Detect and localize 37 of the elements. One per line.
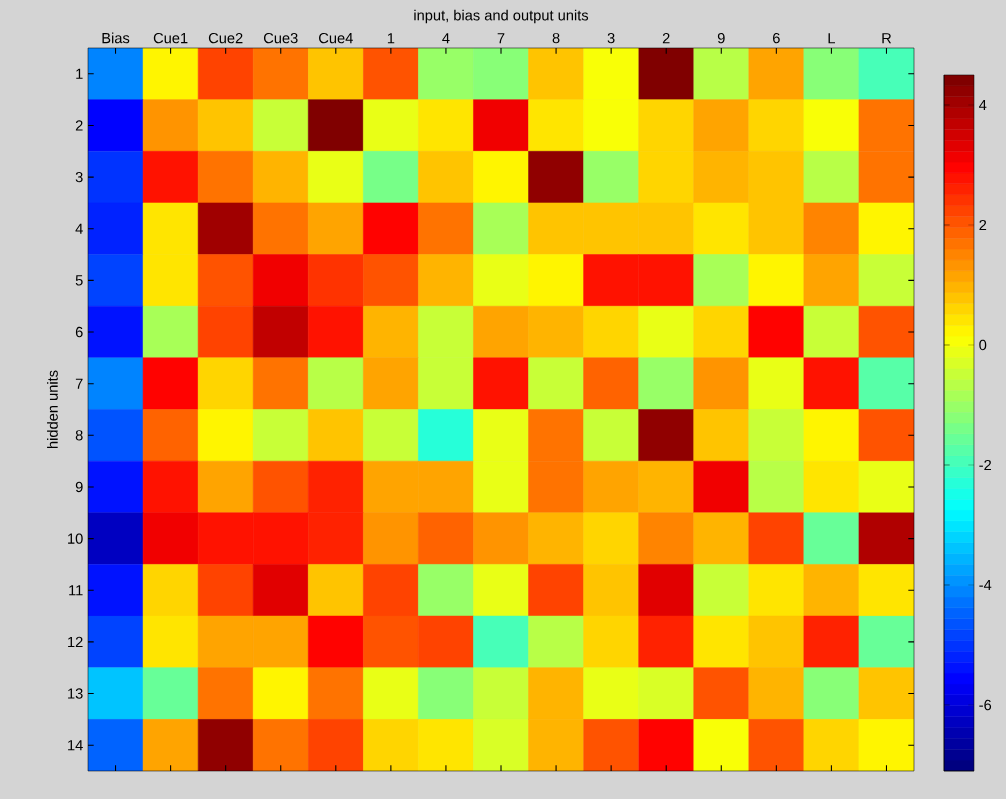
- x-tick-label: L: [828, 33, 835, 44]
- y-tick-label: 10: [68, 533, 83, 544]
- color-bar-label: 2: [979, 219, 987, 231]
- color-bar-label: 0: [979, 339, 987, 351]
- x-tick-label: Cue2: [208, 32, 243, 44]
- x-tick-label: Cue1: [153, 32, 188, 44]
- x-tick-label: 2: [662, 33, 670, 44]
- y-tick-label: 8: [75, 430, 83, 441]
- y-tick-label: 11: [69, 585, 83, 596]
- y-tick-label: 12: [68, 636, 83, 648]
- x-tick-label: Cue3: [263, 32, 298, 44]
- y-tick-label: 5: [75, 275, 83, 286]
- x-tick-label: 6: [773, 32, 780, 44]
- y-tick-label: 1: [76, 68, 83, 79]
- x-axis-title: input, bias and output units: [414, 9, 589, 24]
- x-tick-label: 7: [497, 33, 505, 44]
- y-tick-label: 7: [75, 378, 83, 389]
- y-tick-label: 14: [68, 740, 83, 751]
- color-bar-label: -6: [979, 699, 992, 711]
- color-bar-label: -4: [979, 579, 992, 591]
- x-tick-label: 1: [387, 33, 395, 44]
- x-tick-label: Cue4: [319, 32, 353, 44]
- y-tick-label: 4: [75, 223, 83, 234]
- x-tick-label: R: [882, 33, 892, 44]
- y-tick-label: 3: [75, 171, 83, 183]
- x-tick-label: Bias: [102, 32, 130, 44]
- y-tick-label: 9: [75, 481, 83, 493]
- color-bar-label: -2: [979, 459, 992, 471]
- y-axis-title: hidden units: [47, 370, 58, 449]
- x-tick-label: 4: [442, 33, 450, 44]
- x-tick-label: 3: [607, 32, 615, 44]
- x-tick-label: 8: [552, 32, 560, 44]
- y-tick-label: 6: [75, 326, 83, 338]
- y-tick-label: 13: [68, 688, 83, 699]
- y-tick-label: 2: [75, 120, 83, 131]
- x-tick-label: 9: [717, 32, 725, 44]
- color-bar-label: 4: [979, 99, 987, 111]
